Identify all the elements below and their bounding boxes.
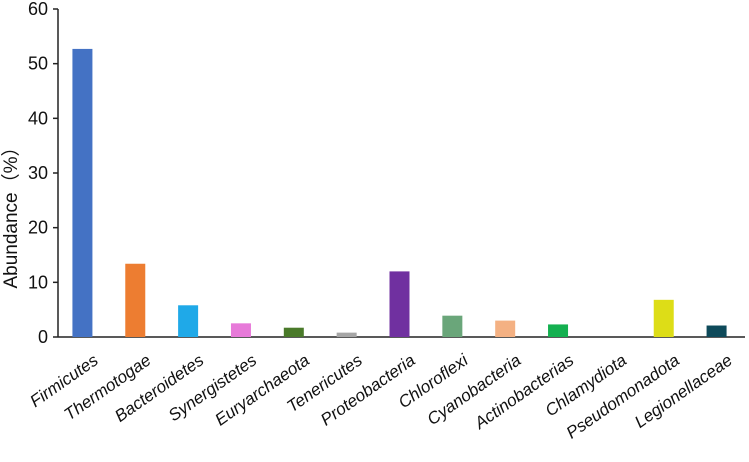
bar-actinobacterias — [548, 324, 569, 337]
y-axis-ticks: 0 10 20 30 40 50 60 — [28, 0, 58, 347]
y-tick-label: 30 — [28, 163, 48, 183]
bar-cyanobacteria — [495, 320, 516, 337]
bar-tenericutes — [336, 332, 357, 337]
bar-thermotogae — [125, 263, 146, 337]
bar-legionellaceae — [706, 325, 727, 337]
y-tick-label: 10 — [28, 272, 48, 292]
y-tick-label: 40 — [28, 108, 48, 128]
x-category-label: Bacteroidetes — [111, 350, 207, 425]
category-labels: FirmicutesThermotogaeBacteroidetesSynerg… — [26, 350, 735, 443]
bar-euryarchaeota — [283, 327, 304, 337]
y-tick-label: 60 — [28, 0, 48, 19]
bar-proteobacteria — [389, 271, 410, 337]
y-tick-label: 50 — [28, 54, 48, 74]
y-axis-title: Abundance（%） — [0, 137, 22, 288]
bar-pseudomonadota — [653, 299, 674, 337]
y-tick-label: 0 — [38, 327, 48, 347]
bar-chloroflexi — [442, 315, 463, 337]
bar-bacteroidetes — [178, 305, 199, 337]
bar-synergistetes — [230, 323, 251, 337]
bar-firmicutes — [72, 48, 93, 337]
bars-group — [72, 48, 727, 337]
y-tick-label: 20 — [28, 218, 48, 238]
